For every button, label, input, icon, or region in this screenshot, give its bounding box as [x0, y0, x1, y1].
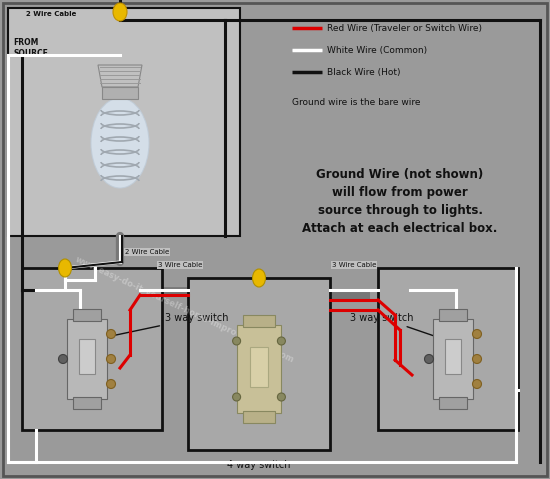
Bar [79, 339, 95, 374]
Bar [73, 309, 101, 321]
Text: 3 Wire Cable: 3 Wire Cable [158, 262, 202, 268]
Text: 3 way switch: 3 way switch [101, 313, 228, 339]
Bar [433, 319, 473, 399]
Circle shape [277, 337, 285, 345]
Polygon shape [98, 65, 142, 87]
Text: 2 Wire Cable: 2 Wire Cable [26, 11, 76, 17]
Circle shape [472, 354, 481, 364]
Circle shape [107, 379, 116, 388]
Bar [250, 347, 268, 387]
Text: 3 Wire Cable: 3 Wire Cable [332, 262, 376, 268]
Text: Black Wire (Hot): Black Wire (Hot) [327, 68, 400, 77]
Bar [237, 325, 281, 413]
Bar [8, 8, 240, 236]
Circle shape [277, 393, 285, 401]
Ellipse shape [113, 3, 127, 21]
Circle shape [472, 379, 481, 388]
Text: White Wire (Common): White Wire (Common) [327, 46, 427, 55]
Bar [73, 397, 101, 409]
Bar [188, 278, 330, 450]
Text: Red Wire (Traveler or Switch Wire): Red Wire (Traveler or Switch Wire) [327, 23, 482, 33]
Ellipse shape [91, 98, 149, 188]
Bar [243, 315, 275, 327]
Bar [378, 268, 518, 430]
Text: www.easy-do-it-yourself-home-improvements.com: www.easy-do-it-yourself-home-improvement… [74, 255, 296, 365]
Bar [439, 309, 467, 321]
Bar [445, 339, 461, 374]
Bar [22, 268, 162, 430]
Text: FROM
SOURCE: FROM SOURCE [13, 38, 48, 58]
Bar [439, 397, 467, 409]
Ellipse shape [252, 269, 266, 287]
Text: 3 way switch: 3 way switch [350, 313, 439, 338]
Circle shape [58, 354, 68, 364]
Circle shape [233, 337, 240, 345]
Bar [243, 411, 275, 423]
Text: Ground Wire (not shown)
will flow from power
source through to lights.
Attach at: Ground Wire (not shown) will flow from p… [302, 168, 498, 235]
Circle shape [107, 330, 116, 339]
Text: 4 way switch: 4 way switch [227, 460, 291, 470]
Ellipse shape [58, 259, 72, 277]
Text: 2 Wire Cable: 2 Wire Cable [125, 249, 169, 255]
Bar [102, 87, 138, 99]
Circle shape [107, 354, 116, 364]
Circle shape [233, 393, 240, 401]
Text: Ground wire is the bare wire: Ground wire is the bare wire [292, 98, 421, 107]
Circle shape [425, 354, 433, 364]
Circle shape [472, 330, 481, 339]
Bar [67, 319, 107, 399]
